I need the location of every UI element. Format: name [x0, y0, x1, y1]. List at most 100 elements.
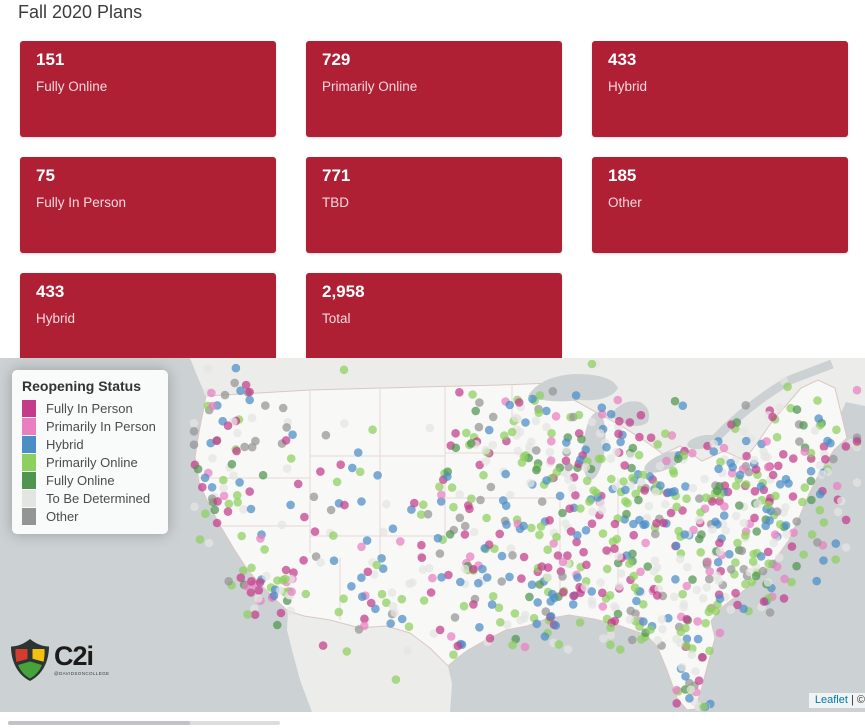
- college-dot[interactable]: [444, 570, 453, 580]
- college-dot[interactable]: [462, 428, 471, 438]
- college-dot[interactable]: [516, 615, 525, 625]
- college-dot[interactable]: [639, 617, 648, 626]
- college-dot[interactable]: [739, 426, 749, 436]
- college-dot[interactable]: [468, 390, 477, 399]
- college-dot[interactable]: [360, 621, 369, 631]
- college-dot[interactable]: [282, 423, 292, 432]
- college-dot[interactable]: [459, 601, 469, 611]
- college-dot[interactable]: [831, 555, 840, 564]
- college-dot[interactable]: [852, 437, 862, 446]
- college-dot[interactable]: [533, 598, 542, 607]
- college-dot[interactable]: [247, 577, 256, 586]
- college-dot[interactable]: [666, 508, 676, 518]
- college-dot[interactable]: [435, 482, 444, 491]
- college-dot[interactable]: [653, 591, 662, 600]
- college-dot[interactable]: [627, 463, 636, 473]
- college-dot[interactable]: [208, 454, 217, 463]
- college-dot[interactable]: [231, 363, 241, 373]
- college-dot[interactable]: [658, 624, 667, 634]
- college-dot[interactable]: [650, 556, 660, 565]
- college-dot[interactable]: [680, 530, 689, 539]
- college-dot[interactable]: [693, 634, 703, 644]
- college-dot[interactable]: [712, 486, 722, 496]
- college-dot[interactable]: [686, 685, 696, 694]
- college-dot[interactable]: [639, 470, 648, 480]
- college-dot[interactable]: [282, 464, 292, 473]
- college-dot[interactable]: [536, 522, 546, 531]
- college-dot[interactable]: [278, 403, 288, 413]
- college-dot[interactable]: [382, 499, 391, 509]
- college-dot[interactable]: [581, 526, 591, 535]
- college-dot[interactable]: [731, 481, 741, 490]
- college-dot[interactable]: [655, 461, 665, 471]
- college-dot[interactable]: [505, 490, 515, 500]
- college-dot[interactable]: [749, 549, 758, 559]
- college-dot[interactable]: [241, 380, 251, 390]
- college-dot[interactable]: [649, 567, 659, 576]
- college-dot[interactable]: [595, 429, 605, 438]
- college-dot[interactable]: [311, 552, 321, 561]
- college-dot[interactable]: [423, 509, 433, 519]
- college-dot[interactable]: [813, 538, 822, 547]
- college-dot[interactable]: [607, 474, 616, 484]
- college-dot[interactable]: [510, 609, 520, 618]
- college-dot[interactable]: [310, 527, 320, 536]
- college-dot[interactable]: [236, 386, 245, 395]
- college-dot[interactable]: [532, 619, 542, 629]
- college-dot[interactable]: [348, 463, 357, 473]
- college-dot[interactable]: [553, 551, 563, 560]
- college-dot[interactable]: [535, 530, 544, 540]
- college-dot[interactable]: [735, 470, 745, 480]
- college-dot[interactable]: [779, 508, 788, 517]
- leaflet-attribution-link[interactable]: Leaflet: [814, 694, 848, 706]
- college-dot[interactable]: [416, 510, 426, 519]
- college-dot[interactable]: [587, 519, 597, 528]
- college-dot[interactable]: [775, 553, 784, 562]
- college-dot[interactable]: [821, 455, 830, 464]
- reopening-status-map[interactable]: Reopening Status Fully In Person Primari…: [0, 358, 865, 712]
- college-dot[interactable]: [329, 531, 338, 540]
- college-dot[interactable]: [587, 417, 597, 427]
- college-dot[interactable]: [301, 589, 311, 599]
- college-dot[interactable]: [814, 414, 823, 423]
- college-dot[interactable]: [752, 527, 761, 536]
- college-dot[interactable]: [659, 518, 668, 528]
- college-dot[interactable]: [792, 405, 802, 414]
- college-dot[interactable]: [748, 557, 758, 566]
- college-dot[interactable]: [508, 551, 517, 560]
- college-dot[interactable]: [763, 462, 773, 472]
- college-dot[interactable]: [657, 615, 667, 624]
- college-dot[interactable]: [573, 531, 582, 540]
- college-dot[interactable]: [726, 565, 736, 574]
- college-dot[interactable]: [357, 497, 366, 506]
- college-dot[interactable]: [640, 486, 649, 495]
- college-dot[interactable]: [606, 454, 616, 463]
- college-dot[interactable]: [741, 401, 750, 410]
- college-dot[interactable]: [565, 504, 574, 513]
- college-dot[interactable]: [646, 625, 655, 634]
- college-dot[interactable]: [661, 429, 670, 438]
- college-dot[interactable]: [465, 552, 475, 561]
- college-dot[interactable]: [772, 432, 782, 442]
- college-dot[interactable]: [806, 476, 816, 486]
- college-dot[interactable]: [189, 440, 199, 449]
- college-dot[interactable]: [580, 583, 590, 592]
- college-dot[interactable]: [233, 428, 242, 438]
- college-dot[interactable]: [484, 425, 494, 435]
- college-dot[interactable]: [464, 501, 473, 510]
- college-dot[interactable]: [628, 473, 637, 483]
- college-dot[interactable]: [261, 401, 270, 410]
- college-dot[interactable]: [382, 598, 391, 607]
- college-dot[interactable]: [486, 482, 496, 492]
- college-dot[interactable]: [386, 619, 396, 628]
- college-dot[interactable]: [681, 672, 690, 681]
- college-dot[interactable]: [598, 410, 607, 419]
- college-dot[interactable]: [636, 567, 645, 577]
- college-dot[interactable]: [597, 403, 607, 412]
- college-dot[interactable]: [667, 487, 677, 497]
- college-dot[interactable]: [471, 406, 481, 416]
- college-dot[interactable]: [699, 702, 708, 712]
- college-dot[interactable]: [615, 416, 624, 426]
- college-dot[interactable]: [371, 604, 380, 614]
- college-dot[interactable]: [535, 391, 545, 400]
